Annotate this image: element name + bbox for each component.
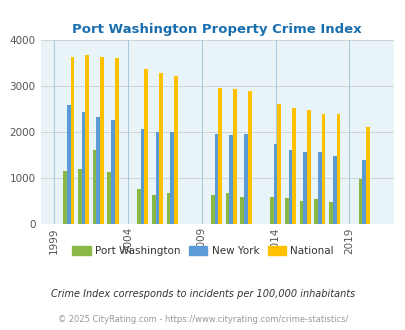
Bar: [269, 197, 273, 224]
Bar: [85, 55, 89, 224]
Bar: [107, 172, 111, 224]
Bar: [100, 57, 104, 224]
Bar: [218, 88, 222, 224]
Bar: [328, 202, 332, 224]
Bar: [78, 169, 81, 224]
Bar: [332, 156, 336, 224]
Text: © 2025 CityRating.com - https://www.cityrating.com/crime-statistics/: © 2025 CityRating.com - https://www.city…: [58, 315, 347, 324]
Bar: [67, 105, 70, 224]
Bar: [284, 198, 288, 224]
Bar: [155, 132, 159, 224]
Bar: [247, 91, 251, 224]
Bar: [240, 197, 243, 224]
Bar: [317, 152, 321, 224]
Bar: [174, 76, 177, 224]
Bar: [336, 114, 339, 224]
Bar: [225, 193, 229, 224]
Bar: [214, 134, 218, 224]
Bar: [70, 57, 74, 224]
Bar: [144, 69, 148, 224]
Bar: [273, 145, 277, 224]
Bar: [81, 112, 85, 224]
Bar: [96, 117, 100, 224]
Bar: [159, 73, 162, 224]
Bar: [306, 110, 310, 224]
Bar: [137, 189, 141, 224]
Bar: [299, 201, 303, 224]
Bar: [303, 152, 306, 224]
Bar: [277, 104, 280, 224]
Bar: [141, 129, 144, 224]
Bar: [358, 179, 362, 224]
Bar: [362, 160, 365, 224]
Bar: [313, 199, 317, 224]
Bar: [243, 134, 247, 224]
Bar: [292, 109, 295, 224]
Bar: [211, 195, 214, 224]
Bar: [115, 58, 118, 224]
Text: Crime Index corresponds to incidents per 100,000 inhabitants: Crime Index corresponds to incidents per…: [51, 289, 354, 299]
Title: Port Washington Property Crime Index: Port Washington Property Crime Index: [72, 23, 361, 36]
Bar: [166, 192, 170, 224]
Bar: [232, 89, 236, 224]
Bar: [229, 135, 232, 224]
Bar: [365, 127, 369, 224]
Bar: [288, 149, 292, 224]
Bar: [321, 114, 325, 224]
Legend: Port Washington, New York, National: Port Washington, New York, National: [68, 242, 337, 260]
Bar: [92, 150, 96, 224]
Bar: [63, 171, 67, 224]
Bar: [170, 132, 174, 224]
Bar: [151, 195, 155, 224]
Bar: [111, 120, 115, 224]
